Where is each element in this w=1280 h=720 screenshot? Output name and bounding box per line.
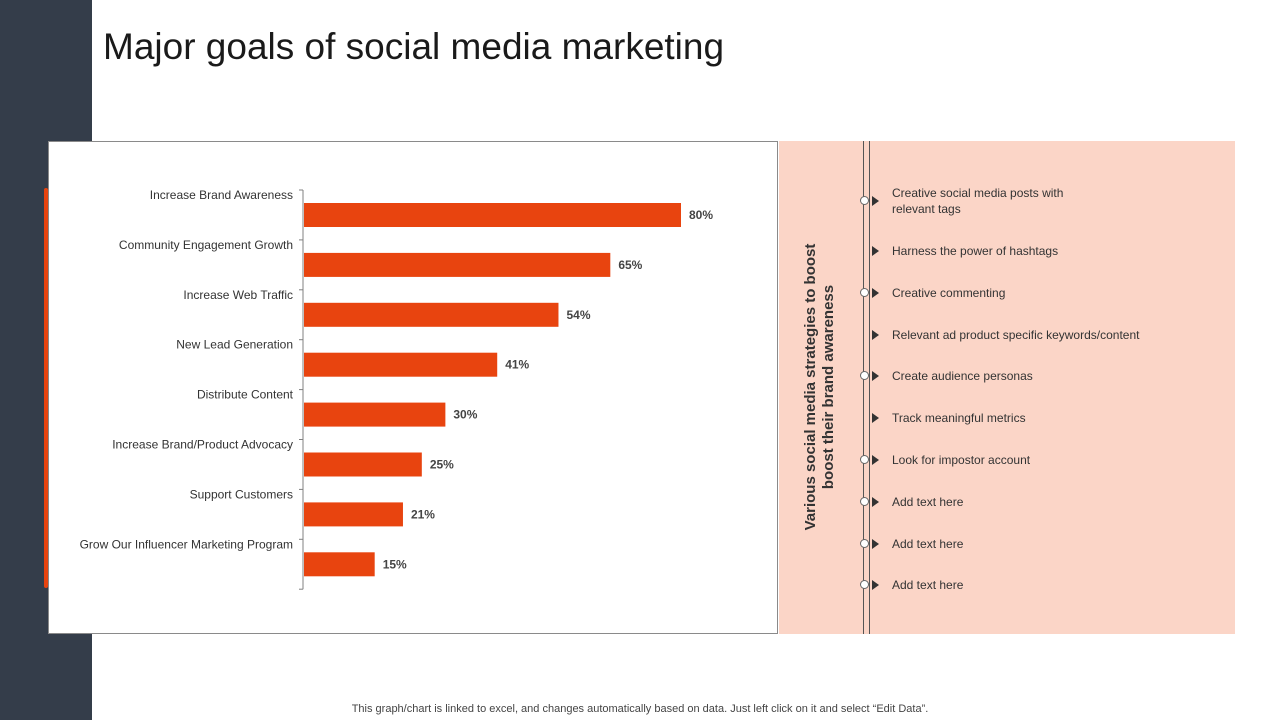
strategy-label: Add text here	[892, 495, 964, 509]
arrow-right-icon	[872, 497, 879, 507]
strategy-item: Relevant ad product specific keywords/co…	[858, 327, 1218, 343]
strategy-label: Creative commenting	[892, 286, 1006, 300]
timeline-node-icon	[860, 288, 869, 297]
strategy-label: Creative social media posts with relevan…	[892, 186, 1064, 216]
arrow-right-icon	[872, 413, 879, 423]
bar-value-label: 21%	[411, 507, 435, 521]
category-label: Support Customers	[190, 487, 293, 501]
timeline-node-icon	[860, 455, 869, 464]
arrow-right-icon	[872, 288, 879, 298]
arrow-right-icon	[872, 455, 879, 465]
bar-value-label: 54%	[566, 308, 590, 322]
bar[interactable]	[304, 552, 375, 577]
strategy-item: Harness the power of hashtags	[858, 243, 1218, 259]
timeline-node-icon	[860, 196, 869, 205]
bar-value-label: 15%	[383, 557, 407, 571]
timeline-rail-right	[869, 141, 870, 634]
strategy-label: Harness the power of hashtags	[892, 244, 1059, 258]
chart-container[interactable]: Increase Brand Awareness 80% Community Eng…	[48, 141, 778, 634]
bar-value-label: 30%	[453, 408, 477, 422]
strategy-label: Relevant ad product specific keywords/co…	[892, 328, 1140, 342]
strategy-item: Create audience personas	[858, 368, 1218, 384]
category-label: Distribute Content	[197, 388, 294, 402]
strategy-label: Add text here	[892, 537, 964, 551]
arrow-right-icon	[872, 246, 879, 256]
category-label: Grow Our Influencer Marketing Program	[80, 537, 293, 551]
bar-chart[interactable]: Increase Brand Awareness 80% Community Eng…	[49, 142, 779, 635]
bar[interactable]	[304, 302, 559, 327]
timeline-node-icon	[860, 371, 869, 380]
bar[interactable]	[304, 402, 446, 427]
category-label: Increase Brand/Product Advocacy	[112, 438, 293, 452]
bar-value-label: 80%	[689, 208, 713, 222]
arrow-right-icon	[872, 580, 879, 590]
strategy-item: Creative social media posts with relevan…	[858, 185, 1218, 216]
footer-note: This graph/chart is linked to excel, and…	[351, 703, 929, 715]
bar-value-label: 25%	[430, 458, 454, 472]
timeline-rail-left	[863, 141, 864, 634]
category-label: New Lead Generation	[176, 338, 293, 352]
strategy-item: Creative commenting	[858, 285, 1218, 301]
arrow-right-icon	[872, 539, 879, 549]
strategy-label: Add text here	[892, 578, 964, 592]
page-title: Major goals of social media marketing	[103, 26, 725, 67]
arrow-right-icon	[872, 371, 879, 381]
strategy-item: Track meaningful metrics	[858, 410, 1218, 426]
timeline-node-icon	[860, 580, 869, 589]
bar-value-label: 65%	[618, 258, 642, 272]
strategy-item: Look for impostor account	[858, 452, 1218, 468]
bar-value-label: 41%	[505, 358, 529, 372]
strategies-panel	[779, 141, 1235, 634]
strategy-item: Add text here	[858, 536, 1218, 552]
timeline-node-icon	[860, 539, 869, 548]
bar[interactable]	[304, 203, 681, 227]
category-label: Community Engagement Growth	[119, 238, 293, 252]
bar[interactable]	[304, 252, 611, 277]
bar[interactable]	[304, 452, 422, 477]
category-label: Increase Web Traffic	[183, 288, 293, 302]
category-label: Increase Brand Awareness	[150, 188, 293, 202]
bar[interactable]	[304, 352, 498, 377]
strategy-item: Add text here	[858, 577, 1218, 593]
strategy-item: Add text here	[858, 494, 1218, 510]
arrow-right-icon	[872, 330, 879, 340]
strategy-label: Track meaningful metrics	[892, 411, 1026, 425]
accent-line	[44, 188, 48, 588]
strategy-label: Look for impostor account	[892, 453, 1031, 467]
timeline-node-icon	[860, 497, 869, 506]
strategies-heading: Various social media strategies to boost…	[802, 243, 837, 531]
arrow-right-icon	[872, 196, 879, 206]
bar[interactable]	[304, 502, 403, 527]
strategy-label: Create audience personas	[892, 369, 1033, 383]
